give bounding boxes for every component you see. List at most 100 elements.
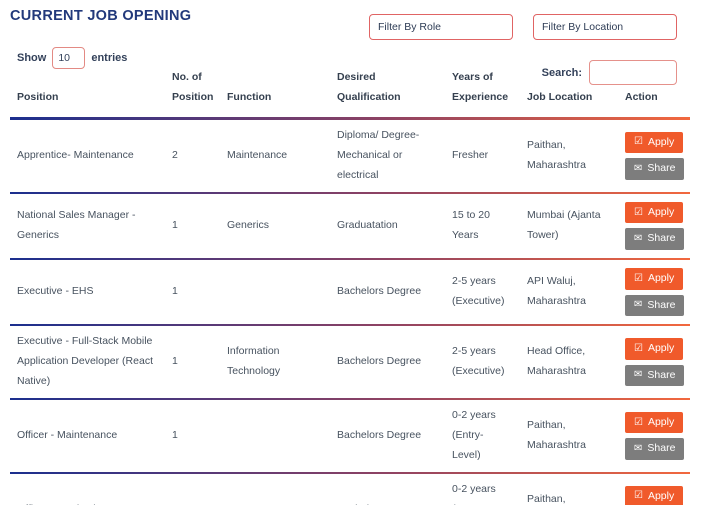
- share-button[interactable]: ✉ Share: [625, 158, 685, 180]
- share-button-label: Share: [647, 232, 676, 245]
- cell-experience: 2-5 years (Executive): [452, 345, 505, 378]
- cell-experience: 2-5 years (Executive): [452, 275, 505, 308]
- share-button-label: Share: [647, 162, 676, 175]
- share-button[interactable]: ✉ Share: [625, 438, 685, 461]
- cell-no-of-position: 1: [172, 355, 178, 368]
- check-square-icon: ☑: [634, 490, 643, 502]
- share-button-label: Share: [647, 442, 676, 455]
- show-label: Show: [17, 52, 47, 64]
- search-label: Search:: [541, 66, 582, 79]
- cell-experience: 0-2 years (Entry-Level): [452, 409, 496, 461]
- apply-button-label: Apply: [647, 342, 675, 355]
- cell-position: Apprentice- Maintenance: [17, 148, 134, 161]
- check-square-icon: ☑: [634, 342, 643, 354]
- cell-no-of-position: 2: [172, 148, 178, 161]
- cell-position: Officer - Maintenance: [17, 429, 118, 441]
- cell-function: Information Technology: [227, 345, 281, 378]
- table-row: Officer - Production 1 Bachelors Degree …: [10, 474, 690, 505]
- apply-button-label: Apply: [647, 271, 675, 284]
- cell-position: Executive - Full-Stack Mobile Applicatio…: [17, 335, 153, 388]
- cell-qualification: Graduatation: [337, 218, 398, 231]
- cell-action: ☑ Apply ✉ Share: [618, 478, 690, 505]
- entries-label: entries: [91, 52, 128, 64]
- cell-position: Executive - EHS: [17, 285, 94, 298]
- check-square-icon: ☑: [634, 416, 643, 428]
- row-divider: [10, 257, 690, 260]
- cell-function: [220, 286, 330, 298]
- share-button[interactable]: ✉ Share: [625, 364, 685, 387]
- cell-qualification: Diploma/ Degree- Mechanical or electrica…: [337, 128, 420, 181]
- cell-position: National Sales Manager - Generics: [17, 208, 136, 241]
- envelope-icon: ✉: [634, 369, 643, 381]
- apply-button[interactable]: ☑ Apply: [625, 411, 684, 434]
- envelope-icon: ✉: [634, 299, 643, 311]
- cell-function: [220, 430, 330, 442]
- apply-button[interactable]: ☑ Apply: [625, 338, 684, 360]
- cell-action: ☑ Apply ✉ Share: [618, 260, 690, 324]
- cell-qualification: Bachelors Degree: [337, 285, 422, 298]
- apply-button[interactable]: ☑ Apply: [625, 267, 684, 290]
- cell-function: Maintenance: [227, 148, 288, 161]
- cell-job-location: Paithan, Maharashtra: [527, 138, 586, 171]
- table-row: Apprentice- Maintenance 2 Maintenance Di…: [10, 120, 690, 192]
- search-control: Search:: [542, 60, 677, 85]
- cell-no-of-position: 1: [165, 494, 220, 505]
- cell-job-location: Mumbai (Ajanta Tower): [527, 208, 601, 241]
- filter-by-location-input[interactable]: [533, 14, 677, 40]
- cell-job-location: Paithan, Maharashtra: [527, 492, 566, 505]
- envelope-icon: ✉: [634, 163, 643, 175]
- cell-experience: Fresher: [452, 148, 489, 161]
- apply-button[interactable]: ☑ Apply: [625, 131, 684, 154]
- cell-no-of-position: 1: [172, 218, 178, 231]
- filter-by-role-input[interactable]: [369, 14, 513, 40]
- cell-qualification: Bachelors Degree: [330, 494, 445, 505]
- check-square-icon: ☑: [634, 206, 643, 218]
- show-entries-control: Show 10 entries: [17, 47, 127, 69]
- col-header-job-location: Job Location: [527, 90, 593, 103]
- apply-button-label: Apply: [647, 135, 675, 148]
- envelope-icon: ✉: [634, 233, 643, 245]
- cell-experience: 0-2 years (Entry-Level): [452, 482, 496, 505]
- col-header-experience: Years of Experience: [452, 71, 509, 103]
- envelope-icon: ✉: [634, 443, 643, 455]
- header-divider: [10, 116, 690, 120]
- share-button-label: Share: [647, 368, 676, 381]
- share-button-label: Share: [647, 298, 676, 311]
- row-divider: [10, 471, 690, 474]
- apply-button[interactable]: ☑ Apply: [625, 201, 684, 224]
- cell-qualification: Bachelors Degree: [337, 429, 422, 441]
- col-header-no-of-position: No. of Position: [172, 71, 214, 103]
- cell-no-of-position: 1: [172, 429, 178, 441]
- cell-action: ☑ Apply ✉ Share: [618, 194, 690, 258]
- col-header-position: Position: [17, 90, 59, 103]
- apply-button-label: Apply: [647, 415, 675, 428]
- apply-button[interactable]: ☑ Apply: [625, 485, 684, 505]
- apply-button-label: Apply: [647, 489, 675, 502]
- table-row: Executive - EHS 1 Bachelors Degree 2-5 y…: [10, 260, 690, 324]
- col-header-function: Function: [227, 90, 272, 103]
- share-button[interactable]: ✉ Share: [625, 294, 685, 317]
- row-divider: [10, 398, 690, 401]
- cell-action: ☑ Apply ✉ Share: [618, 404, 690, 468]
- cell-action: ☑ Apply ✉ Share: [618, 330, 690, 394]
- col-header-qualification: Desired Qualification: [337, 71, 401, 103]
- check-square-icon: ☑: [634, 136, 643, 148]
- row-divider: [10, 191, 690, 194]
- cell-job-location: Head Office, Maharashtra: [527, 345, 586, 378]
- cell-no-of-position: 1: [172, 285, 178, 298]
- entries-select[interactable]: 10: [52, 47, 86, 69]
- table-row: Executive - Full-Stack Mobile Applicatio…: [10, 326, 690, 398]
- check-square-icon: ☑: [634, 272, 643, 284]
- search-input[interactable]: [589, 60, 677, 85]
- apply-button-label: Apply: [647, 205, 675, 218]
- table-row: National Sales Manager - Generics 1 Gene…: [10, 194, 690, 258]
- cell-experience: 15 to 20 Years: [452, 208, 490, 241]
- cell-position: Officer - Production: [10, 494, 165, 505]
- table-body: Apprentice- Maintenance 2 Maintenance Di…: [10, 120, 690, 505]
- job-openings-table: Position No. of Position Function Desire…: [10, 68, 690, 505]
- col-header-action: Action: [625, 90, 658, 103]
- cell-job-location: API Waluj, Maharashtra: [527, 275, 586, 308]
- table-row: Officer - Maintenance 1 Bachelors Degree…: [10, 400, 690, 472]
- share-button[interactable]: ✉ Share: [625, 228, 685, 250]
